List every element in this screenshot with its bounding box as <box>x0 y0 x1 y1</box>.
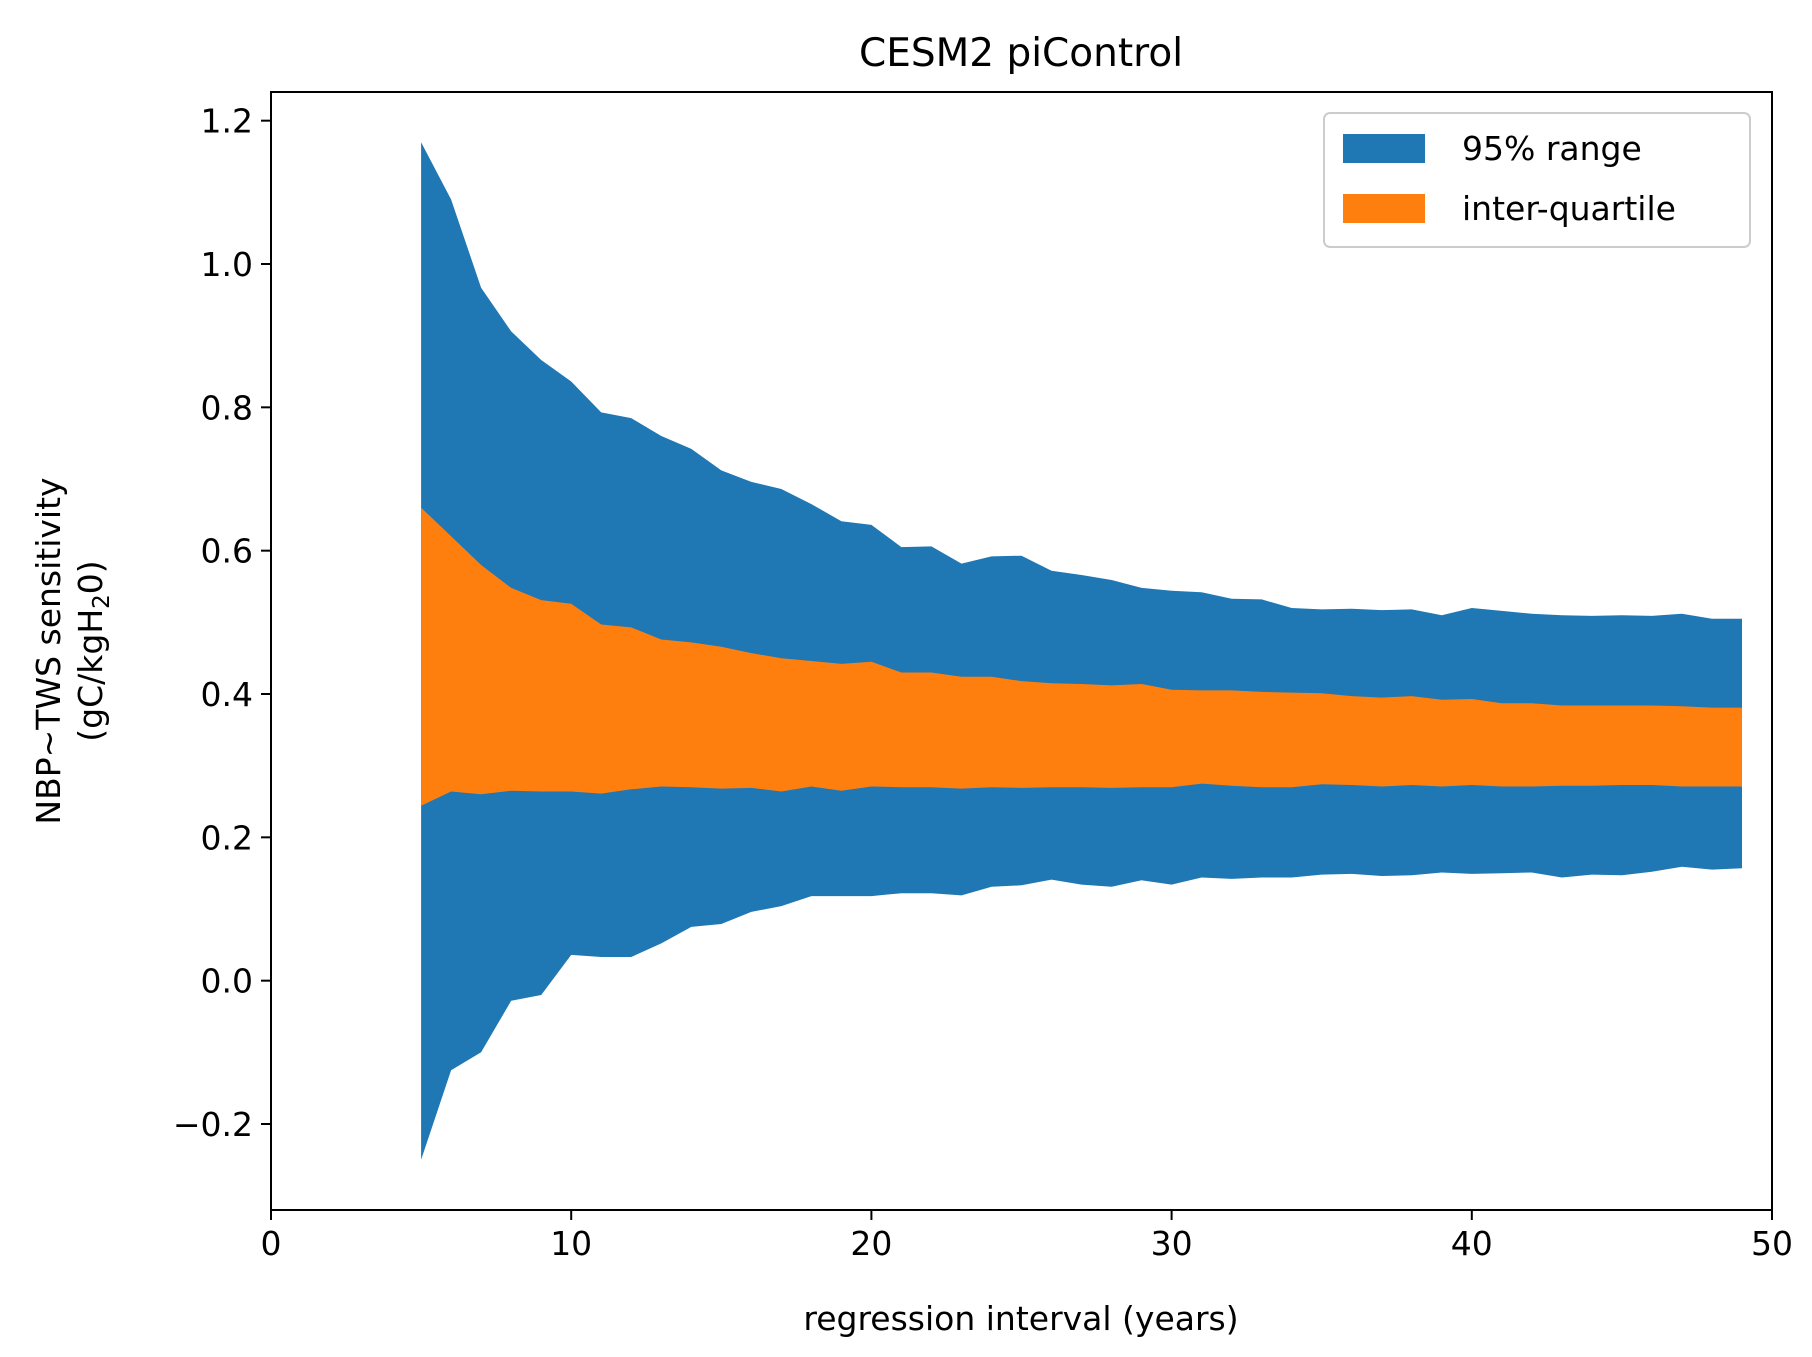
x-tick-label: 30 <box>1151 1224 1193 1263</box>
y-tick-label: 0.2 <box>201 818 253 857</box>
plot-frame <box>270 91 1773 1211</box>
x-tick-label: 0 <box>261 1224 282 1263</box>
y-tick-label: 0.0 <box>201 962 253 1001</box>
x-tick-label: 10 <box>550 1224 592 1263</box>
y-tick-label: 1.0 <box>201 245 253 284</box>
legend-swatch-95-range <box>1343 134 1425 163</box>
x-axis: 0 10 20 30 40 50 <box>261 1210 1793 1263</box>
y-axis-label-unit-suffix: 0) <box>71 560 110 594</box>
x-tick-label: 20 <box>850 1224 892 1263</box>
x-tick-label: 50 <box>1751 1224 1793 1263</box>
legend-label-95-range: 95% range <box>1462 129 1642 168</box>
y-axis: −0.2 0.0 0.2 0.4 0.6 0.8 1.0 1.2 <box>173 102 271 1144</box>
y-axis-label-line1: NBP~TWS sensitivity <box>29 477 68 824</box>
y-tick-label: −0.2 <box>173 1105 253 1144</box>
y-axis-label: NBP~TWS sensitivity (gC/kgH20) <box>29 477 115 824</box>
y-tick-label: 0.4 <box>201 675 253 714</box>
x-axis-label: regression interval (years) <box>803 1299 1238 1338</box>
series-layer <box>421 142 1743 1160</box>
series-band-inter-quartile <box>421 507 1743 806</box>
chart-title: CESM2 piControl <box>859 31 1183 76</box>
y-axis-label-unit-subscript: 2 <box>89 594 115 609</box>
y-tick-label: 1.2 <box>201 102 253 141</box>
y-tick-label: 0.8 <box>201 388 253 427</box>
y-tick-label: 0.6 <box>201 532 253 571</box>
legend-swatch-inter-quartile <box>1343 194 1425 223</box>
legend-box <box>1323 112 1751 248</box>
y-axis-label-line2: (gC/kgH20) <box>71 560 115 741</box>
x-tick-label: 40 <box>1451 1224 1493 1263</box>
series-band-95-range <box>421 142 1743 1160</box>
y-axis-label-unit-prefix: (gC/kgH <box>71 609 110 742</box>
legend: 95% range inter-quartile <box>1323 112 1751 248</box>
legend-label-inter-quartile: inter-quartile <box>1462 189 1676 228</box>
